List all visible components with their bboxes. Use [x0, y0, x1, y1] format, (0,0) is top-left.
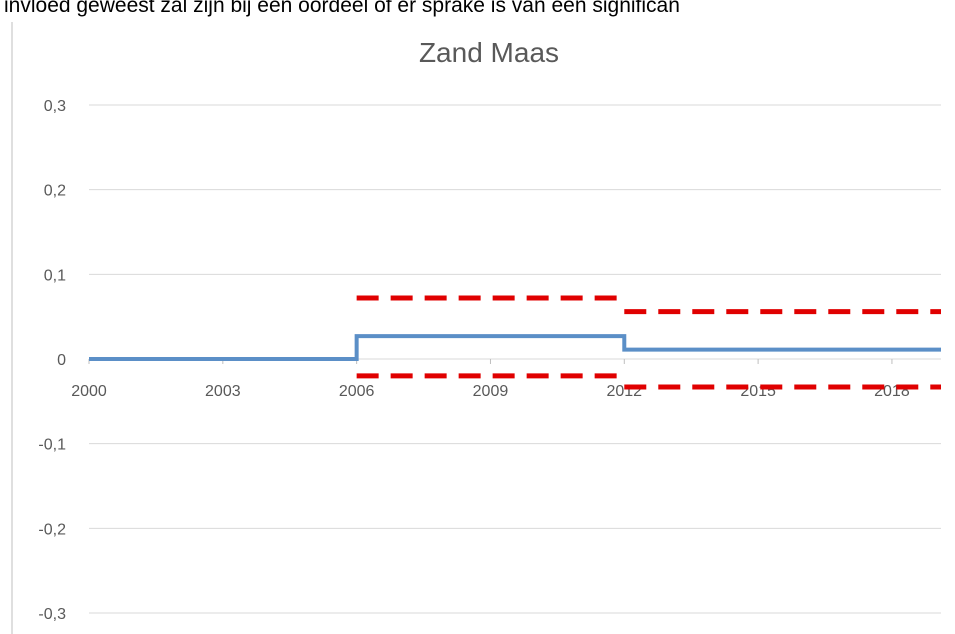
x-tick-label: 2009 — [473, 383, 509, 400]
series-line — [89, 334, 941, 361]
y-tick-label: 0 — [57, 352, 66, 369]
y-tick-label: -0,1 — [38, 437, 66, 454]
y-tick-label: -0,2 — [38, 521, 66, 538]
y-tick-label: -0,3 — [38, 606, 66, 623]
x-tick-label: 2000 — [71, 383, 107, 400]
x-tick-label: 2006 — [339, 383, 375, 400]
y-tick-label: 0,2 — [44, 183, 66, 200]
y-tick-label: 0,3 — [44, 98, 66, 115]
x-tick-label: 2003 — [205, 383, 241, 400]
y-tick-label: 0,1 — [44, 267, 66, 284]
chart-title: Zand Maas — [419, 37, 559, 68]
top-text: invloed geweest zal zijn bij een oordeel… — [4, 0, 680, 17]
series-line — [356, 373, 941, 390]
series-line — [356, 295, 941, 315]
